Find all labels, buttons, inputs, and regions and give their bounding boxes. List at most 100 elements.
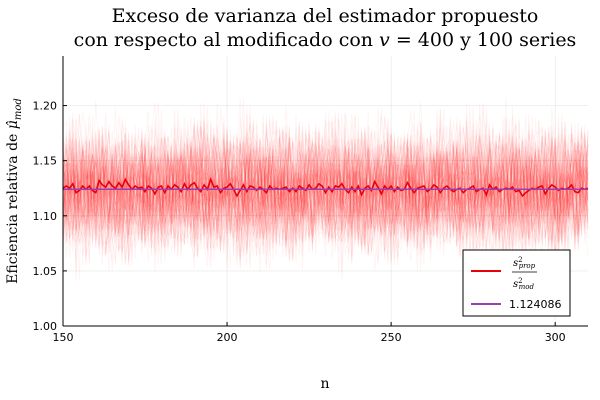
background-series-line [62, 115, 589, 267]
background-series-line [62, 106, 589, 271]
background-series-line [62, 106, 589, 266]
background-series-line [62, 119, 589, 259]
background-series-line [62, 106, 589, 262]
background-series-line [62, 116, 589, 260]
background-series-line [62, 115, 589, 262]
background-series-line [62, 116, 589, 259]
background-series-line [62, 114, 589, 251]
background-series-line [62, 124, 589, 270]
background-series-line [62, 112, 589, 260]
y-axis-label-sub: mod [13, 98, 24, 120]
background-series-line [62, 121, 589, 254]
background-series-line [62, 125, 589, 265]
background-series-line [62, 106, 589, 271]
background-series-line [62, 116, 589, 269]
background-series-line [62, 119, 589, 268]
background-series-line [62, 106, 589, 271]
background-series-line [62, 110, 589, 266]
background-series-line [62, 112, 589, 269]
background-series-line [62, 119, 589, 258]
title-variable: v [379, 29, 390, 51]
y-tick-label: 1.20 [33, 100, 58, 113]
y-tick-label: 1.10 [33, 210, 58, 223]
background-series-line [62, 106, 589, 262]
main-series-group [62, 177, 589, 198]
x-tick-label: 150 [53, 331, 74, 344]
background-series-line [62, 114, 589, 251]
x-axis-label: n [320, 376, 329, 392]
background-series-line [62, 119, 589, 251]
background-series-line [62, 109, 589, 248]
background-series-line [62, 107, 589, 258]
background-series-line [62, 100, 589, 267]
background-series-line [62, 110, 589, 270]
y-tick-label: 1.15 [33, 155, 58, 168]
background-series-line [62, 107, 589, 271]
background-series-line [62, 124, 589, 270]
background-series-line [62, 115, 589, 262]
background-series-line [62, 116, 589, 266]
legend-ratio-denominator: s2 mod [513, 277, 534, 291]
background-series-line [62, 125, 589, 257]
background-series-line [62, 106, 589, 266]
background-series-line [62, 120, 589, 274]
background-series-line [62, 120, 589, 274]
background-series-line [62, 118, 589, 265]
background-series-line [62, 125, 589, 257]
background-series-line [62, 107, 589, 256]
background-series-line [62, 115, 589, 262]
background-series-line [62, 114, 589, 265]
background-series-line [62, 118, 589, 250]
background-series-line [62, 107, 589, 271]
background-series-line [62, 116, 589, 262]
y-tick-label: 1.05 [33, 265, 58, 278]
background-series-line [62, 113, 589, 281]
background-series-line [62, 112, 589, 260]
background-series-line [62, 103, 589, 272]
background-series-line [62, 114, 589, 265]
series-line-ratio [62, 177, 589, 198]
background-series-line [62, 112, 589, 269]
title-text-post: = 400 y 100 series [390, 29, 577, 51]
background-series-line [62, 126, 589, 265]
background-series-group [62, 98, 589, 281]
background-series-line [62, 121, 589, 266]
background-series-line [62, 121, 589, 256]
background-series-line [62, 125, 589, 257]
background-series-line [62, 115, 589, 267]
background-series-line [62, 119, 589, 261]
background-series-line [62, 113, 589, 254]
background-series-line [62, 127, 589, 256]
background-series-line [62, 124, 589, 253]
background-series-line [62, 114, 589, 269]
background-series-line [62, 109, 589, 248]
background-series-line [62, 112, 589, 265]
legend: s2 prop s2 mod 1.124086 [462, 249, 571, 317]
x-tick-label: 250 [381, 331, 402, 344]
y-axis-label-text: Eficiencia relativa de [5, 129, 21, 284]
y-axis-label-mu: μ̂ [5, 120, 21, 129]
background-series-line [62, 120, 589, 274]
legend-label-constant: 1.124086 [509, 298, 562, 311]
title-text-pre: con respecto al modificado con [74, 29, 379, 51]
ticks-group: 150 200 250 300 1.00 1.05 1.10 1.15 1.20 [33, 100, 566, 344]
background-series-line [62, 109, 589, 256]
background-series-line [62, 114, 589, 251]
background-series-line [62, 106, 589, 266]
background-series-line [62, 98, 589, 259]
background-series-line [62, 103, 589, 272]
background-series-line [62, 112, 589, 266]
x-tick-label: 300 [545, 331, 566, 344]
background-series-line [62, 98, 589, 259]
background-series-line [62, 103, 589, 272]
background-series-line [62, 114, 589, 271]
background-series-line [62, 114, 589, 268]
background-series-line [62, 118, 589, 270]
background-series-line [62, 122, 589, 255]
y-axis-label: Eficiencia relativa de μ̂mod [5, 98, 24, 284]
background-series-line [62, 122, 589, 255]
background-series-line [62, 119, 589, 268]
background-series-line [62, 128, 589, 265]
background-series-line [62, 122, 589, 249]
